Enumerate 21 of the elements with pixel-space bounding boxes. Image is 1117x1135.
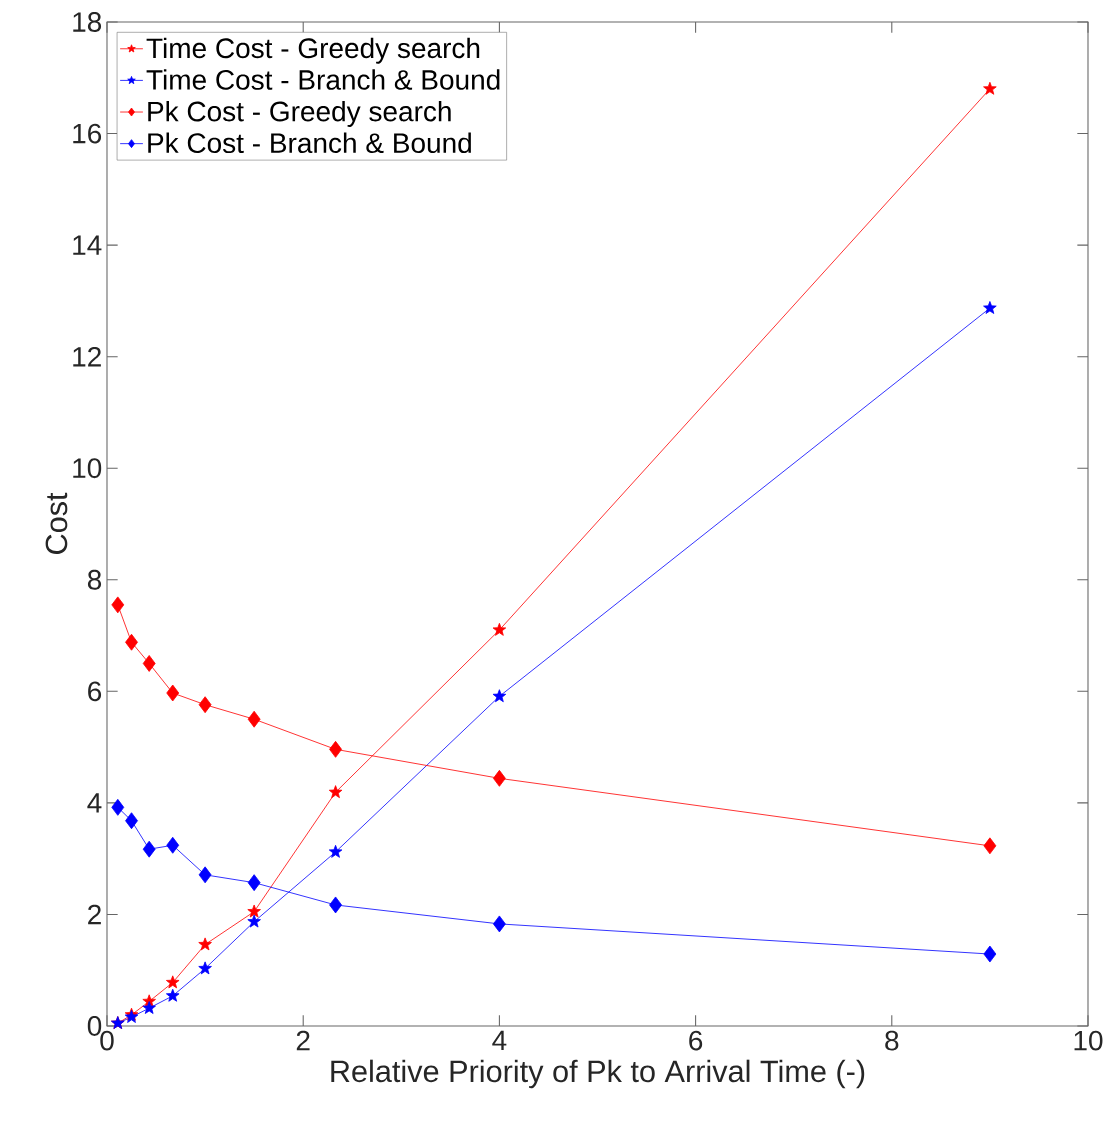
- legend-label: Time Cost - Branch & Bound: [146, 69, 500, 90]
- x-tick-label: 8: [885, 1030, 899, 1051]
- y-tick-label: 16: [73, 123, 102, 144]
- y-axis-title: Cost: [45, 492, 68, 554]
- legend-label: Pk Cost - Branch & Bound: [148, 132, 471, 154]
- y-tick-label: 2: [88, 904, 101, 925]
- y-tick-label: 4: [87, 793, 102, 813]
- y-tick-label: 0: [87, 1016, 102, 1036]
- x-axis-title: Relative Priority of Pk to Arrival Time (-): [331, 1059, 865, 1089]
- y-tick-label: 10: [73, 458, 102, 479]
- y-tick-label: 8: [87, 569, 102, 590]
- x-tick-label: 10: [1074, 1030, 1103, 1051]
- y-tick-label: 18: [73, 12, 102, 32]
- x-tick-label: 6: [689, 1030, 703, 1051]
- x-tick-label: 2: [296, 1030, 310, 1051]
- x-tick-label: 4: [492, 1030, 507, 1050]
- legend-label: Time Cost - Greedy search: [146, 37, 480, 64]
- y-tick-label: 14: [73, 235, 102, 255]
- legend-label: Pk Cost - Greedy search: [148, 100, 451, 127]
- y-tick-label: 6: [88, 681, 102, 702]
- y-tick-label: 12: [73, 346, 101, 367]
